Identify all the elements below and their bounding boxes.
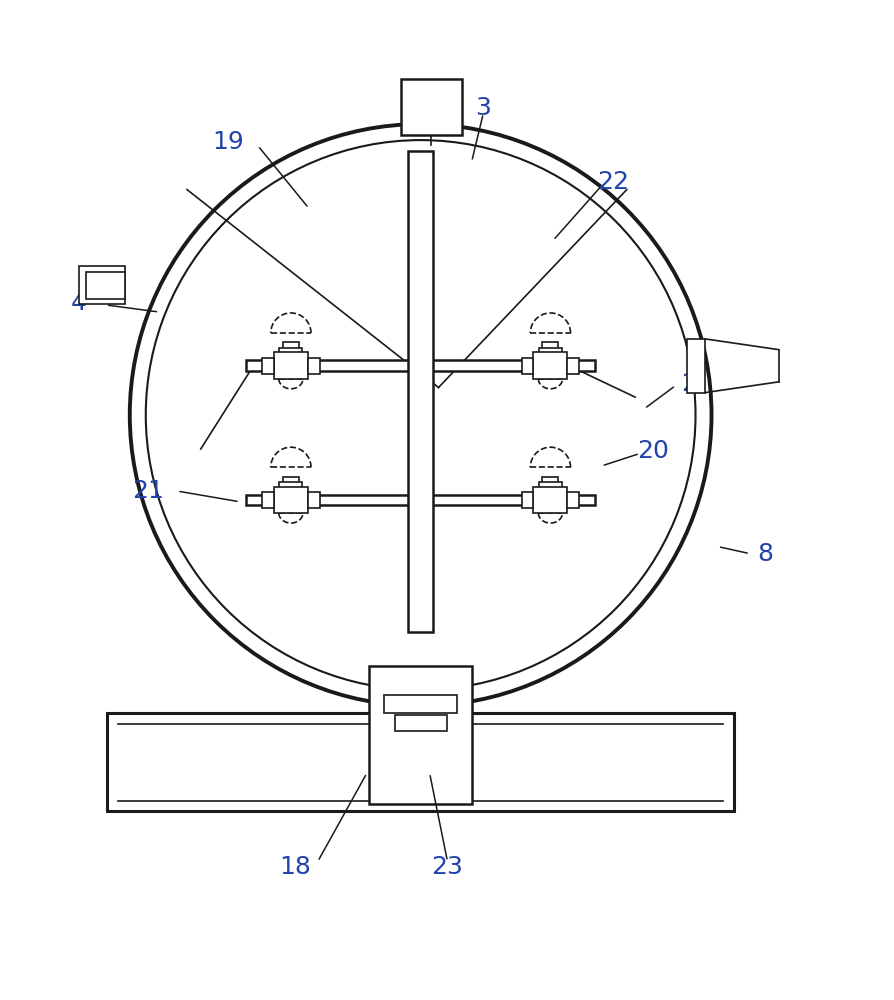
Bar bbox=[308, 358, 319, 374]
Bar bbox=[567, 358, 578, 374]
Text: 18: 18 bbox=[279, 855, 311, 879]
Text: 21: 21 bbox=[131, 479, 164, 503]
Bar bbox=[368, 666, 472, 804]
Text: 2: 2 bbox=[680, 372, 696, 396]
Bar bbox=[107, 713, 733, 811]
Bar bbox=[274, 352, 308, 379]
Bar bbox=[246, 495, 595, 505]
Text: 8: 8 bbox=[756, 542, 772, 566]
Bar bbox=[542, 342, 558, 352]
Text: 19: 19 bbox=[212, 130, 244, 154]
Bar bbox=[283, 497, 298, 503]
Bar bbox=[542, 477, 558, 486]
Bar bbox=[279, 482, 302, 497]
Bar bbox=[384, 695, 457, 713]
Bar bbox=[687, 339, 704, 393]
Bar bbox=[283, 342, 299, 352]
Bar bbox=[274, 487, 308, 513]
Bar bbox=[401, 79, 461, 135]
Bar bbox=[543, 497, 557, 503]
Bar bbox=[308, 492, 319, 508]
Bar bbox=[567, 492, 578, 508]
Bar bbox=[533, 487, 567, 513]
Bar bbox=[394, 715, 446, 731]
Circle shape bbox=[146, 140, 695, 690]
Text: 22: 22 bbox=[596, 170, 628, 194]
Bar bbox=[246, 360, 595, 371]
Bar bbox=[521, 358, 533, 374]
Text: 3: 3 bbox=[475, 96, 491, 120]
Bar bbox=[283, 477, 299, 486]
Bar bbox=[521, 492, 533, 508]
Bar bbox=[533, 352, 567, 379]
Bar bbox=[538, 348, 561, 363]
Bar bbox=[543, 363, 557, 369]
Bar bbox=[279, 348, 302, 363]
Text: 20: 20 bbox=[637, 439, 669, 463]
Bar bbox=[79, 266, 125, 304]
Bar bbox=[283, 363, 298, 369]
Bar bbox=[262, 492, 274, 508]
Bar bbox=[86, 272, 125, 299]
Bar bbox=[408, 151, 433, 632]
Bar bbox=[538, 482, 561, 497]
Text: 23: 23 bbox=[431, 855, 463, 879]
Text: 4: 4 bbox=[71, 291, 87, 315]
Bar bbox=[262, 358, 274, 374]
